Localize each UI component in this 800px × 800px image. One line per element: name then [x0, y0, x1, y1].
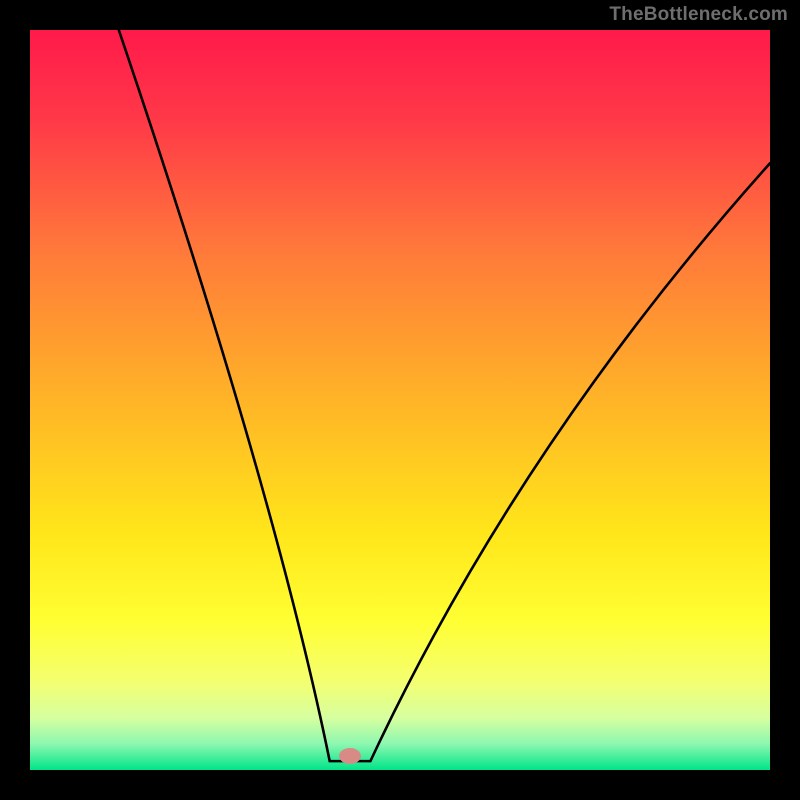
- optimum-marker: [339, 748, 361, 764]
- chart-frame: TheBottleneck.com: [0, 0, 800, 800]
- plot-area: [30, 30, 770, 770]
- watermark-text: TheBottleneck.com: [609, 4, 788, 26]
- curve-path: [119, 30, 770, 761]
- bottleneck-curve: [30, 30, 770, 770]
